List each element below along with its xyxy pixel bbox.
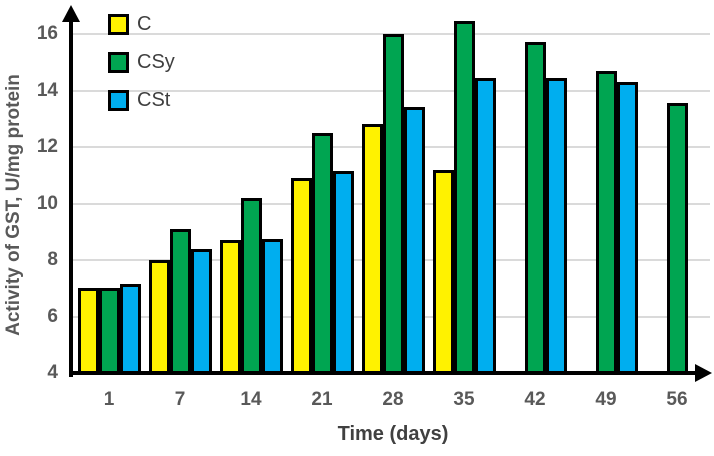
legend-label: CSt xyxy=(137,89,171,111)
legend-label: CSy xyxy=(137,51,175,73)
x-axis-arrow xyxy=(695,364,712,382)
bar-CSy-49 xyxy=(595,70,617,375)
bar-C-1 xyxy=(77,288,99,375)
bar-CSy-42 xyxy=(524,42,546,375)
bar-C-7 xyxy=(148,260,170,375)
x-tick-label: 7 xyxy=(174,389,186,410)
legend-label: C xyxy=(137,13,152,35)
x-tick-label: 42 xyxy=(524,389,546,410)
y-tick-label: 10 xyxy=(36,192,58,214)
legend-swatch-C xyxy=(108,13,129,35)
legend-swatch-CSt xyxy=(108,89,129,111)
x-tick-label: 1 xyxy=(103,389,115,410)
bar-CSy-56 xyxy=(666,103,688,375)
y-tick-label: 8 xyxy=(47,249,58,270)
bar-CSt-42 xyxy=(545,77,567,375)
y-tick-label: 14 xyxy=(36,79,58,101)
x-tick-label: 35 xyxy=(453,389,475,410)
y-tick-label: 12 xyxy=(36,136,58,157)
y-axis xyxy=(69,20,73,377)
x-tick-label: 49 xyxy=(595,389,617,410)
legend-item-CSt: CSt xyxy=(108,88,175,112)
y-tick-label: 16 xyxy=(36,23,58,44)
legend-item-CSy: CSy xyxy=(108,50,175,74)
y-tick-label: 4 xyxy=(47,362,58,383)
bar-CSy-1 xyxy=(98,288,120,375)
legend-swatch-CSy xyxy=(108,51,129,73)
x-axis xyxy=(69,371,698,375)
bar-CSy-7 xyxy=(169,228,191,375)
bar-CSt-35 xyxy=(474,77,496,375)
bar-C-21 xyxy=(290,178,312,375)
x-tick-label: 14 xyxy=(240,389,262,410)
y-axis-arrow xyxy=(62,5,80,22)
bar-CSt-21 xyxy=(332,171,354,375)
bar-C-35 xyxy=(432,169,454,375)
x-tick-label: 28 xyxy=(382,389,404,410)
x-tick-label: 21 xyxy=(311,389,333,410)
bar-CSy-35 xyxy=(453,21,475,375)
bar-C-14 xyxy=(219,240,241,375)
bar-CSt-28 xyxy=(403,107,425,375)
bar-CSt-7 xyxy=(190,248,212,375)
legend-item-C: C xyxy=(108,12,175,36)
bar-C-28 xyxy=(361,124,383,375)
bar-CSy-21 xyxy=(311,132,333,375)
bar-CSt-1 xyxy=(119,284,141,375)
x-tick-label: 56 xyxy=(666,389,688,410)
bar-CSt-14 xyxy=(261,238,283,375)
y-tick-label: 6 xyxy=(47,305,58,327)
bar-CSy-28 xyxy=(382,34,404,375)
x-axis-title: Time (days) xyxy=(337,423,449,445)
bar-CSt-49 xyxy=(616,82,638,375)
legend: C CSy CSt xyxy=(108,12,175,126)
bar-CSy-14 xyxy=(240,197,262,375)
